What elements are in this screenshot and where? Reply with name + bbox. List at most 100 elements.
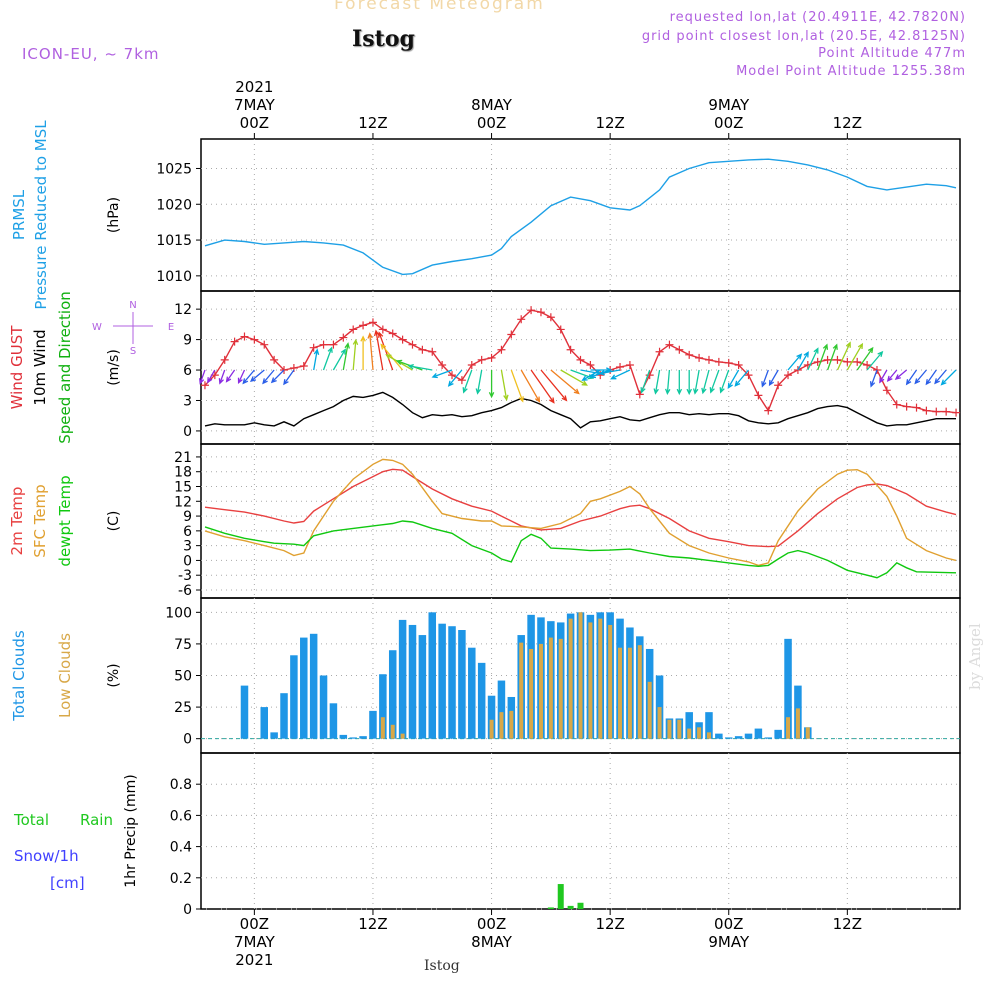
model-point-altitude: Model Point Altitude 1255.38m xyxy=(736,64,966,79)
pressure-series-line xyxy=(204,158,957,276)
gust-marker xyxy=(922,406,931,415)
clouds-ylabel: (%) xyxy=(106,663,122,687)
gust-marker xyxy=(665,340,674,349)
precip-label-snow: Snow/1h xyxy=(14,847,79,865)
wind-arrow xyxy=(940,369,957,386)
gust-marker xyxy=(378,325,387,334)
wind-arrow xyxy=(846,342,864,371)
wind-arrow xyxy=(520,369,541,403)
clouds-bar xyxy=(408,624,417,739)
gust-marker xyxy=(882,386,891,395)
compass-s: S xyxy=(130,346,136,357)
clouds-bar xyxy=(388,650,397,739)
wind-ylabel: (m/s) xyxy=(106,349,122,386)
wind-arrow xyxy=(431,369,453,379)
wind-arrow xyxy=(925,369,937,386)
wind-arrow xyxy=(709,369,720,394)
clouds-bar xyxy=(558,638,563,739)
gust-marker xyxy=(932,407,941,416)
gust-marker xyxy=(240,332,249,341)
wind-arrow xyxy=(540,369,568,402)
grid-lines xyxy=(196,133,960,915)
wind-arrow xyxy=(242,369,255,385)
clouds-bar xyxy=(578,612,583,739)
chart-title: Forecast Meteogram xyxy=(334,0,545,14)
gust-marker xyxy=(566,345,575,354)
clouds-bar xyxy=(795,708,800,739)
wind-arrow xyxy=(686,370,692,396)
clouds-bar xyxy=(697,727,702,739)
time-label-top: 8MAY xyxy=(471,96,513,114)
wind-ytick-label: 12 xyxy=(174,302,192,318)
gust-marker xyxy=(438,360,447,369)
clouds-bar xyxy=(398,619,407,739)
clouds-bar xyxy=(774,729,782,739)
precipitation-bar xyxy=(557,884,564,909)
wind-arrow xyxy=(352,338,359,371)
clouds-bar xyxy=(588,622,593,739)
precipitation-ylabel: 1hr Precip (mm) xyxy=(123,774,139,887)
wind-arrow xyxy=(322,346,333,371)
clouds-bar xyxy=(548,637,553,739)
wind-arrow xyxy=(869,369,878,388)
precipitation-ytick-label: 0.6 xyxy=(170,808,192,824)
temperature-series-line xyxy=(204,520,957,579)
temperature-ytick-label: 3 xyxy=(183,539,192,555)
gust-marker xyxy=(329,340,338,349)
wind-arrow xyxy=(676,370,683,396)
clouds-bar xyxy=(359,736,367,739)
gust-marker xyxy=(734,360,743,369)
wind-arrow xyxy=(332,348,346,371)
point-altitude: Point Altitude 477m xyxy=(818,46,966,61)
wind-arrow xyxy=(367,332,374,371)
clouds-bar xyxy=(705,712,713,739)
wind-arrow xyxy=(313,348,320,371)
time-label-top: 2021 xyxy=(235,78,273,96)
wind-arrow xyxy=(817,343,829,371)
time-label-top: 00Z xyxy=(240,114,269,132)
gust-marker xyxy=(635,390,644,399)
wind-arrow xyxy=(879,369,888,384)
clouds-bar xyxy=(568,618,573,739)
temperature-ytick-label: 6 xyxy=(183,524,192,540)
gust-marker xyxy=(556,325,565,334)
wind-arrow xyxy=(610,369,631,380)
gust-marker xyxy=(448,371,457,380)
temperature-ytick-label: 12 xyxy=(174,494,192,510)
panel-frames xyxy=(200,138,961,910)
wind-ytick-label: 6 xyxy=(183,363,192,379)
gust-marker xyxy=(477,355,486,364)
wind-arrow xyxy=(550,369,580,395)
wind-arrow xyxy=(283,369,295,386)
gust-marker xyxy=(388,329,397,338)
gust-marker xyxy=(586,360,595,369)
temperature-ytick-label: 0 xyxy=(183,553,192,569)
wind-ytick-label: 0 xyxy=(183,424,192,440)
wind-arrow xyxy=(207,369,216,384)
temperature-ytick-label: 21 xyxy=(174,450,192,466)
wind-arrow xyxy=(500,369,509,402)
clouds-bar xyxy=(329,703,338,739)
wind-ytick-label: 3 xyxy=(183,393,192,409)
wind-arrow xyxy=(640,369,651,394)
gust-marker xyxy=(833,355,842,364)
time-label-bottom: 00Z xyxy=(477,915,506,933)
wind-arrow xyxy=(886,369,898,382)
precipitation-ytick-label: 0.4 xyxy=(170,840,192,856)
temperature-left-label: 2m Temp xyxy=(8,487,26,556)
wind-arrow xyxy=(249,369,265,383)
clouds-bar xyxy=(608,624,613,739)
clouds-bar xyxy=(438,623,446,739)
gust-marker xyxy=(457,376,466,385)
clouds-bar xyxy=(724,737,733,739)
gust-marker xyxy=(902,402,911,411)
wind-arrow xyxy=(360,335,366,370)
bar-marks xyxy=(240,612,812,909)
pressure-left-label: PRMSL xyxy=(10,189,28,240)
gust-marker xyxy=(200,381,209,390)
clouds-bar xyxy=(477,662,486,739)
clouds-bar xyxy=(390,724,395,739)
clouds-bar xyxy=(499,712,504,739)
requested-coords: requested lon,lat (20.4911E, 42.7820N) xyxy=(669,10,966,25)
gust-marker xyxy=(527,306,536,315)
